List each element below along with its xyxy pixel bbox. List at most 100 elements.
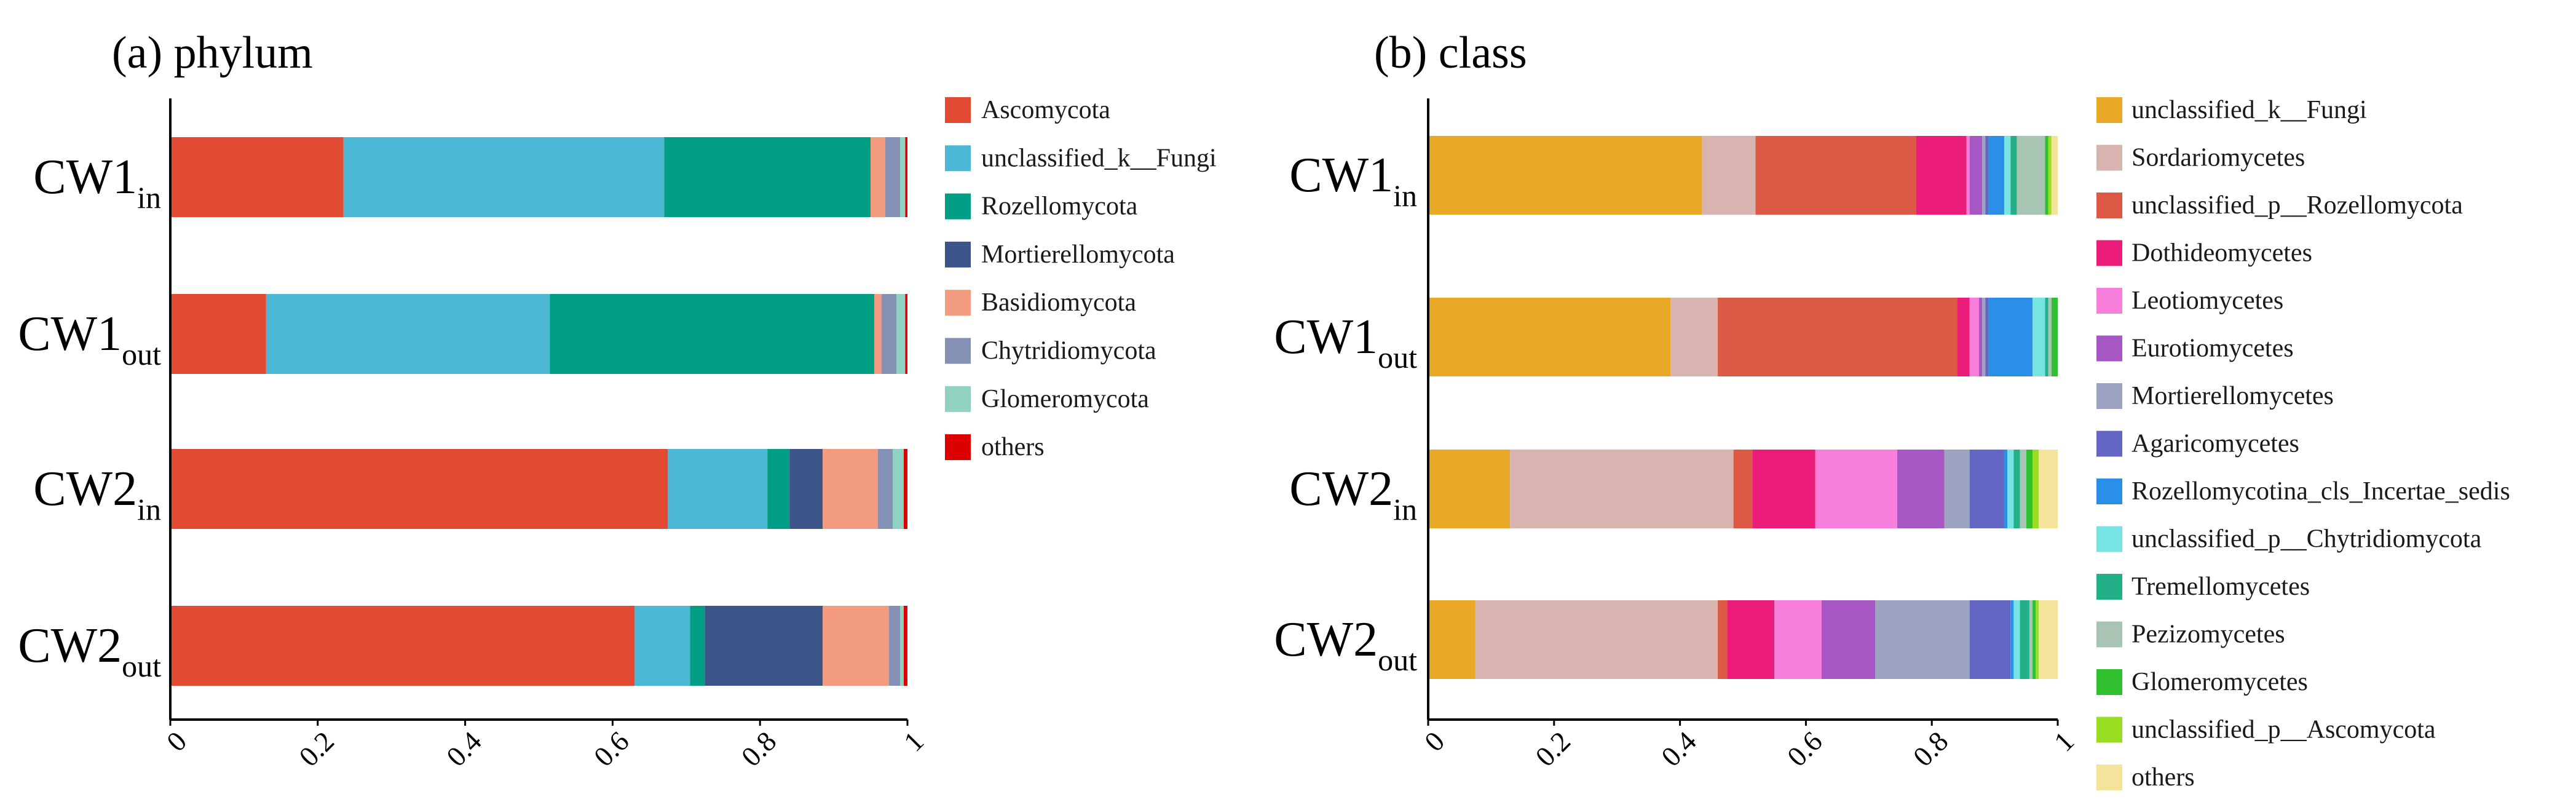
class-bar-cw1in-others — [2051, 136, 2058, 215]
class-legend-swatch-leotiomycetes — [2096, 288, 2122, 314]
phylum-x-tick-label: 0.2 — [293, 725, 340, 772]
class-panel: (b) class CW1in CW1out CW2in CW2out 0 0.2 0.4… — [1274, 28, 2510, 792]
class-bar-cw1in-leotiomycetes — [1966, 136, 1970, 215]
class-bars — [1428, 136, 2058, 679]
class-legend-swatch-eurotiomycetes — [2096, 335, 2122, 362]
phylum-legend-label-rozellomycota: Rozellomycota — [981, 193, 1138, 221]
phylum-bar-cw2out-others — [904, 606, 907, 686]
class-bar-cw2in-eurotiomycetes — [1897, 450, 1945, 528]
phylum-bar-cw2out-mortierellomycota — [705, 606, 823, 686]
class-bar-cw2in-agaricomycetes — [1969, 450, 2004, 528]
phylum-bar-cw1out-glomeromycota — [896, 294, 906, 374]
class-bar-cw1in-agaricomycetes — [1985, 136, 1989, 215]
phylum-legend-label-basidiomycota: Basidiomycota — [981, 288, 1136, 317]
phylum-x-tick-label: 0.6 — [588, 725, 635, 772]
phylum-bar-cw2in-basidiomycota — [823, 449, 879, 529]
phylum-bar-cw2out-unclassified-k-fungi — [634, 606, 690, 686]
phylum-bar-cw1in-basidiomycota — [871, 137, 886, 217]
phylum-legend-swatch-glomeromycota — [945, 386, 971, 412]
phylum-bar-cw2in-glomeromycota — [893, 449, 904, 529]
phylum-x-tick-label: 0.4 — [440, 725, 488, 772]
phylum-x-ticks: 0 0.2 0.4 0.6 0.8 1 — [160, 720, 930, 772]
class-bar-cw1out-dothideomycetes — [1957, 298, 1970, 376]
class-bar-cw1in-unclassified-p-chytridiomycota — [2004, 136, 2011, 215]
class-legend-label-agaricomycetes: Agaricomycetes — [2132, 430, 2299, 458]
class-bar-cw2out-sordariomycetes — [1475, 600, 1718, 679]
class-bar-cw1in-unclassified-k-fungi — [1428, 136, 1702, 215]
phylum-bar-cw1in-rozellomycota — [664, 137, 871, 217]
class-bar-cw1in-tremellomycetes — [2010, 136, 2017, 215]
phylum-bar-cw1out-ascomycota — [170, 294, 266, 374]
phylum-bar-cw1out-basidiomycota — [874, 294, 882, 374]
phylum-legend-swatch-chytridiomycota — [945, 338, 971, 364]
class-legend-swatch-unclassified-k-fungi — [2096, 97, 2122, 123]
class-bar-cw1out-tremellomycetes — [2045, 298, 2049, 376]
class-bar-cw2out-pezizomycetes — [2029, 600, 2033, 679]
phylum-bar-cw2in-ascomycota — [170, 449, 668, 529]
phylum-legend-label-chytridiomycota: Chytridiomycota — [981, 337, 1156, 365]
class-bar-cw1out-rozellomycotina-cls-incertae-sedis — [1988, 298, 2033, 376]
class-legend-label-sordariomycetes: Sordariomycetes — [2132, 144, 2305, 172]
phylum-legend-swatch-unclassified-k-fungi — [945, 145, 971, 172]
class-row-label-cw2out: CW2out — [1274, 613, 1417, 677]
class-legend-swatch-unclassified-p-rozellomycota — [2096, 193, 2122, 218]
phylum-x-tick-label: 0.8 — [735, 725, 783, 772]
class-legend-label-tremellomycetes: Tremellomycetes — [2132, 573, 2310, 601]
class-bar-cw2out-eurotiomycetes — [1822, 600, 1876, 679]
phylum-bar-cw2out-chytridiomycota — [889, 606, 900, 686]
class-bar-cw2out-unclassified-p-rozellomycota — [1718, 600, 1728, 679]
phylum-bar-cw1in-glomeromycota — [900, 137, 906, 217]
phylum-bar-cw1in-chytridiomycota — [885, 137, 901, 217]
class-legend-swatch-rozellomycotina-cls-incertae-sedis — [2096, 478, 2122, 504]
class-bar-cw2in-leotiomycetes — [1815, 450, 1897, 528]
class-legend-label-dothideomycetes: Dothideomycetes — [2132, 239, 2312, 268]
class-bar-cw1in-pezizomycetes — [2017, 136, 2045, 215]
class-bar-cw2in-dothideomycetes — [1752, 450, 1815, 528]
class-x-tick-label: 0 — [1418, 725, 1450, 757]
class-legend-label-others: others — [2132, 763, 2195, 792]
class-bar-cw1in-glomeromycetes — [2045, 136, 2049, 215]
phylum-legend-label-others: others — [981, 433, 1045, 461]
phylum-x-tick-label: 1 — [898, 725, 930, 757]
class-bar-cw2out-mortierellomycetes — [1875, 600, 1970, 679]
class-legend-label-eurotiomycetes: Eurotiomycetes — [2132, 335, 2294, 363]
phylum-legend: Ascomycota unclassified_k__Fungi Rozellomy… — [945, 96, 1217, 461]
phylum-legend-label-unclassified-k-fungi: unclassified_k__Fungi — [981, 144, 1217, 172]
class-bar-cw1out-leotiomycetes — [1969, 298, 1979, 376]
class-x-tick-label: 0.4 — [1655, 725, 1702, 772]
class-bar-cw1out-unclassified-k-fungi — [1428, 298, 1671, 376]
phylum-bar-cw1out-rozellomycota — [550, 294, 875, 374]
class-bar-cw2in-unclassified-p-rozellomycota — [1733, 450, 1753, 528]
phylum-legend-label-ascomycota: Ascomycota — [981, 96, 1110, 124]
class-legend-swatch-dothideomycetes — [2096, 240, 2122, 266]
class-x-tick-label: 0.6 — [1781, 725, 1828, 772]
class-legend-label-unclassified-p-ascomycota: unclassified_p__Ascomycota — [2132, 716, 2436, 744]
class-legend-label-unclassified-p-chytridiomycota: unclassified_p__Chytridiomycota — [2132, 525, 2482, 554]
class-legend-swatch-tremellomycetes — [2096, 574, 2122, 600]
phylum-row-label-cw1in: CW1in — [33, 150, 161, 215]
phylum-bar-cw1in-unclassified-k-fungi — [343, 137, 665, 217]
class-bar-cw1in-mortierellomycetes — [1982, 136, 1986, 215]
class-legend-label-pezizomycetes: Pezizomycetes — [2132, 621, 2285, 649]
class-row-label-cw1in: CW1in — [1289, 148, 1417, 213]
phylum-legend-label-glomeromycota: Glomeromycota — [981, 385, 1149, 413]
class-x-ticks: 0 0.2 0.4 0.6 0.8 1 — [1418, 720, 2080, 772]
class-bar-cw2in-mortierellomycetes — [1944, 450, 1970, 528]
class-legend-label-glomeromycetes: Glomeromycetes — [2132, 668, 2308, 696]
phylum-legend-swatch-ascomycota — [945, 97, 971, 123]
phylum-panel: (a) phylum CW1in CW1out CW2in CW2out 0 0.2 0.… — [18, 28, 1216, 772]
class-bar-cw2out-dothideomycetes — [1727, 600, 1775, 679]
class-bar-cw1out-glomeromycetes — [2051, 298, 2058, 376]
phylum-bar-cw1out-chytridiomycota — [882, 294, 897, 374]
phylum-bar-cw2in-others — [904, 449, 908, 529]
class-bar-cw2out-leotiomycetes — [1774, 600, 1822, 679]
class-legend-swatch-glomeromycetes — [2096, 669, 2122, 695]
class-bar-cw1in-eurotiomycetes — [1969, 136, 1983, 215]
class-bar-cw2out-unclassified-p-chytridiomycota — [2013, 600, 2020, 679]
class-bar-cw1out-pezizomycetes — [2048, 298, 2052, 376]
class-bar-cw2in-unclassified-k-fungi — [1428, 450, 1511, 528]
phylum-bars — [170, 137, 908, 686]
class-bar-cw2in-sordariomycetes — [1510, 450, 1734, 528]
phylum-legend-swatch-mortierellomycota — [945, 241, 971, 268]
phylum-bar-cw2in-mortierellomycota — [789, 449, 823, 529]
